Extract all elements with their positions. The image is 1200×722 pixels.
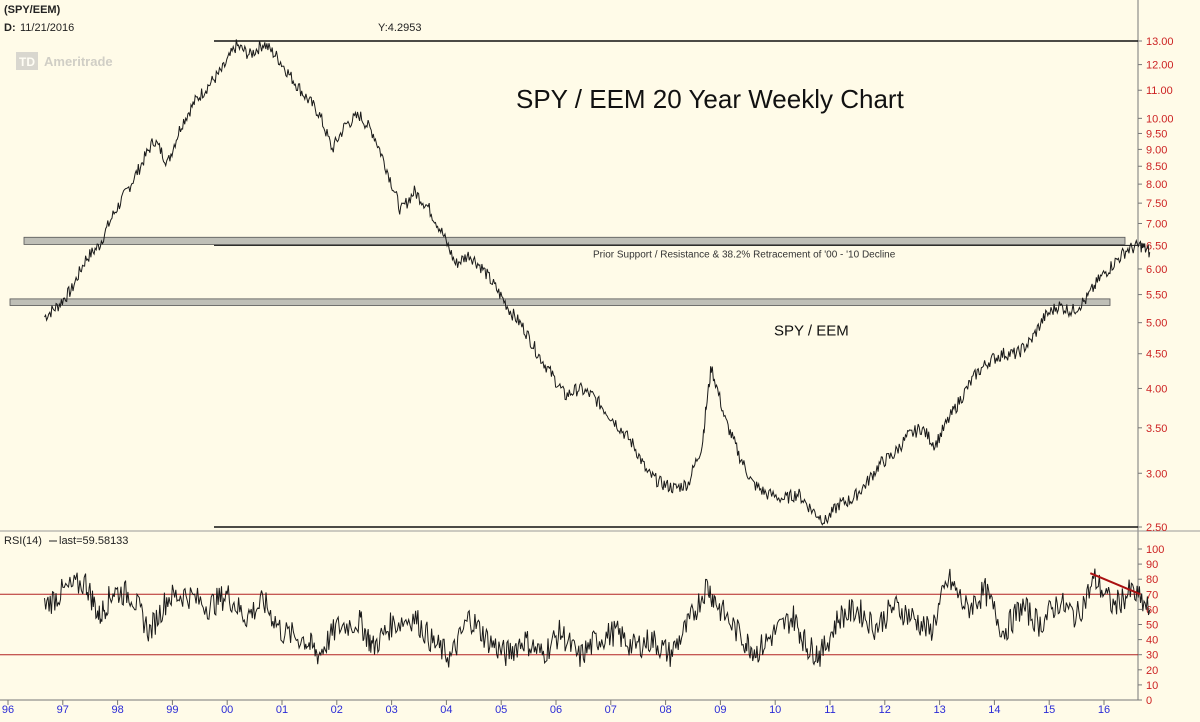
price-tick-label: 12.00 [1146, 60, 1174, 72]
price-tick-label: 9.00 [1146, 144, 1167, 156]
price-line [44, 39, 1151, 526]
price-tick-label: 7.00 [1146, 218, 1167, 230]
rsi-tick-label: 20 [1146, 665, 1158, 677]
x-tick-label: 96 [2, 704, 14, 716]
price-tick-label: 5.50 [1146, 290, 1167, 302]
x-tick-label: 00 [221, 704, 233, 716]
price-tick-label: 4.50 [1146, 349, 1167, 361]
td-logo-box [16, 52, 38, 70]
header-symbol: (SPY/EEM) [4, 4, 61, 16]
rsi-legend-value: last=59.58133 [59, 535, 128, 547]
td-ameritrade-watermark: TD Ameritrade [16, 52, 113, 70]
x-tick-label: 12 [879, 704, 891, 716]
price-tick-label: 6.00 [1146, 264, 1167, 276]
x-tick-label: 98 [111, 704, 123, 716]
rsi-tick-label: 80 [1146, 574, 1158, 586]
price-tick-label: 11.00 [1146, 85, 1173, 97]
x-tick-label: 14 [988, 704, 1000, 716]
rsi-tick-label: 90 [1146, 559, 1158, 571]
rsi-tick-label: 30 [1146, 650, 1158, 662]
rsi-tick-label: 50 [1146, 620, 1158, 632]
price-tick-label: 13.00 [1146, 36, 1174, 48]
rsi-tick-label: 0 [1146, 695, 1152, 707]
price-tick-label: 3.00 [1146, 468, 1167, 480]
watermark-text: Ameritrade [44, 54, 113, 69]
header-date: 11/21/2016 [20, 22, 74, 34]
x-tick-label: 13 [933, 704, 945, 716]
price-tick-label: 10.00 [1146, 113, 1174, 125]
rsi-tick-label: 40 [1146, 635, 1158, 647]
resistance-band-upper [23, 236, 1126, 245]
price-series [44, 39, 1151, 526]
price-tick-label: 2.50 [1146, 522, 1167, 534]
header-y-readout: Y:4.2953 [378, 22, 421, 34]
support-band-lower [9, 298, 1111, 306]
price-tick-label: 7.50 [1146, 198, 1167, 210]
x-tick-label: 15 [1043, 704, 1055, 716]
price-tick-label: 5.00 [1146, 318, 1167, 330]
x-tick-label: 03 [385, 704, 397, 716]
rsi-trendline [1089, 572, 1141, 596]
x-tick-label: 01 [276, 704, 288, 716]
annotation-retracement: Prior Support / Resistance & 38.2% Retra… [593, 249, 896, 260]
rsi-tick-label: 100 [1146, 544, 1164, 556]
td-logo-text: TD [19, 55, 35, 69]
x-tick-label: 16 [1098, 704, 1110, 716]
x-tick-label: 02 [331, 704, 343, 716]
price-axis: 2.50 3.00 3.50 4.00 4.50 5.00 5.50 6.00 6.50 7.00… [1138, 36, 1174, 534]
x-tick-label: 11 [824, 704, 835, 716]
x-tick-label: 05 [495, 704, 507, 716]
x-tick-label: 08 [659, 704, 671, 716]
x-tick-label: 09 [714, 704, 726, 716]
x-tick-label: 10 [769, 704, 781, 716]
rsi-tick-label: 70 [1146, 589, 1158, 601]
x-tick-label: 97 [57, 704, 69, 716]
x-tick-label: 04 [440, 704, 452, 716]
x-axis: 96 97 98 99 00 01 02 03 04 05 06 07 08 09 10 11 12 13 14 15… [2, 700, 1110, 716]
price-tick-label: 9.50 [1146, 128, 1167, 140]
x-tick-label: 99 [166, 704, 178, 716]
annotation-series-label: SPY / EEM [774, 323, 849, 340]
rsi-line [44, 568, 1151, 668]
rsi-tick-label: 10 [1146, 680, 1158, 692]
rsi-series [44, 568, 1151, 668]
header-date-label: D: [4, 22, 16, 34]
price-tick-label: 8.00 [1146, 179, 1167, 191]
x-tick-label: 06 [550, 704, 562, 716]
x-tick-label: 07 [605, 704, 617, 716]
price-tick-label: 6.50 [1146, 240, 1167, 252]
rsi-legend-label: RSI(14) [4, 535, 42, 547]
chart-title: SPY / EEM 20 Year Weekly Chart [516, 84, 905, 114]
price-tick-label: 3.50 [1146, 423, 1167, 435]
price-tick-label: 8.50 [1146, 161, 1167, 173]
price-tick-label: 4.00 [1146, 383, 1167, 395]
